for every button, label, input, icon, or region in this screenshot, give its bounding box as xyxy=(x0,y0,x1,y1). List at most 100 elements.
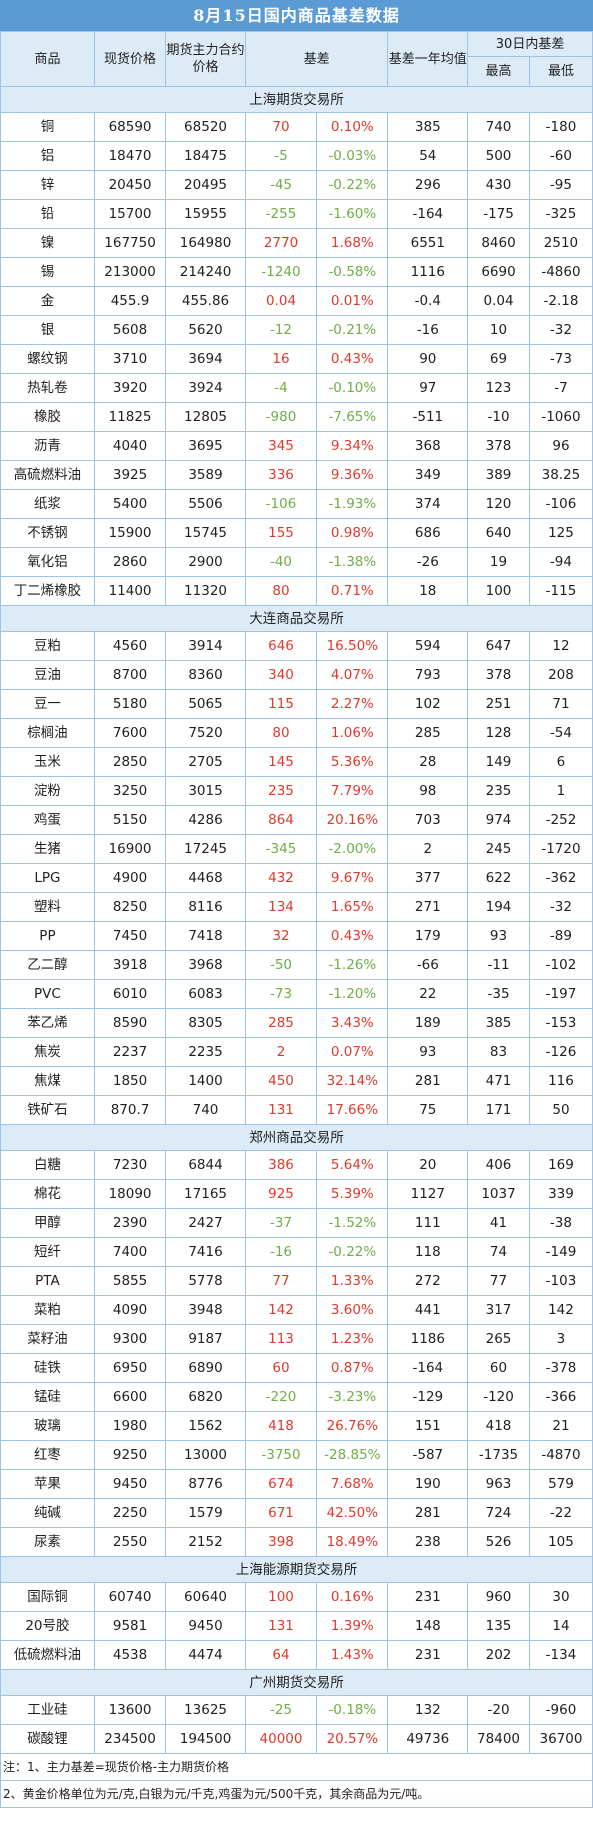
table-row: 铜 68590 68520 70 0.10% 385 740 -180 xyxy=(0,112,593,142)
spot-price-cell: 4538 xyxy=(93,1640,167,1670)
product-cell: 工业硅 xyxy=(0,1695,95,1725)
low-cell: -54 xyxy=(528,718,593,748)
high-cell: 10 xyxy=(467,315,530,345)
product-cell: 银 xyxy=(0,315,95,345)
product-cell: 焦煤 xyxy=(0,1066,95,1096)
high-cell: 378 xyxy=(467,660,530,690)
year-avg-cell: 368 xyxy=(387,431,469,461)
footnotes: 注：1、主力基差=现货价格-主力期货价格 2、黄金价格单位为元/克,白银为元/千… xyxy=(0,1754,593,1808)
table-row: 焦炭 2237 2235 2 0.07% 93 83 -126 xyxy=(0,1037,593,1067)
basis-cell: 134 xyxy=(244,892,318,922)
high-cell: -175 xyxy=(467,199,530,229)
low-cell: -60 xyxy=(528,141,593,171)
table-row: 玉米 2850 2705 145 5.36% 28 149 6 xyxy=(0,747,593,777)
product-cell: 豆粕 xyxy=(0,631,95,661)
table-row: 铝 18470 18475 -5 -0.03% 54 500 -60 xyxy=(0,141,593,171)
product-cell: 锰硅 xyxy=(0,1382,95,1412)
futures-price-cell: 2900 xyxy=(165,547,246,577)
low-cell: 169 xyxy=(528,1150,593,1180)
spot-price-cell: 7600 xyxy=(93,718,167,748)
futures-price-cell: 5065 xyxy=(165,689,246,719)
basis-rate-cell: -28.85% xyxy=(316,1440,389,1470)
low-cell: -362 xyxy=(528,863,593,893)
basis-rate-cell: 42.50% xyxy=(316,1498,389,1528)
low-cell: -95 xyxy=(528,170,593,200)
basis-rate-cell: -0.10% xyxy=(316,373,389,403)
year-avg-cell: 296 xyxy=(387,170,469,200)
spot-price-cell: 2237 xyxy=(93,1037,167,1067)
table-row: 淀粉 3250 3015 235 7.79% 98 235 1 xyxy=(0,776,593,806)
year-avg-cell: 374 xyxy=(387,489,469,519)
spot-price-cell: 5400 xyxy=(93,489,167,519)
table-row: 塑料 8250 8116 134 1.65% 271 194 -32 xyxy=(0,892,593,922)
table-row: 低硫燃料油 4538 4474 64 1.43% 231 202 -134 xyxy=(0,1640,593,1670)
futures-price-cell: 18475 xyxy=(165,141,246,171)
col-basis: 基差 xyxy=(244,31,389,87)
product-cell: 苯乙烯 xyxy=(0,1008,95,1038)
product-cell: 玻璃 xyxy=(0,1411,95,1441)
low-cell: -378 xyxy=(528,1353,593,1383)
table-row: 银 5608 5620 -12 -0.21% -16 10 -32 xyxy=(0,315,593,345)
low-cell: -197 xyxy=(528,979,593,1009)
table-row: 20号胶 9581 9450 131 1.39% 148 135 14 xyxy=(0,1611,593,1641)
table-row: 金 455.9 455.86 0.04 0.01% -0.4 0.04 -2.18 xyxy=(0,286,593,316)
futures-price-cell: 6890 xyxy=(165,1353,246,1383)
year-avg-cell: 281 xyxy=(387,1066,469,1096)
year-avg-cell: 20 xyxy=(387,1150,469,1180)
table-row: 橡胶 11825 12805 -980 -7.65% -511 -10 -1060 xyxy=(0,402,593,432)
basis-cell: 674 xyxy=(244,1469,318,1499)
product-cell: 甲醇 xyxy=(0,1208,95,1238)
basis-rate-cell: -0.22% xyxy=(316,170,389,200)
year-avg-cell: -164 xyxy=(387,1353,469,1383)
basis-rate-cell: 9.67% xyxy=(316,863,389,893)
basis-rate-cell: 1.65% xyxy=(316,892,389,922)
spot-price-cell: 18090 xyxy=(93,1179,167,1209)
year-avg-cell: 111 xyxy=(387,1208,469,1238)
basis-cell: 925 xyxy=(244,1179,318,1209)
spot-price-cell: 15900 xyxy=(93,518,167,548)
basis-cell: 32 xyxy=(244,921,318,951)
spot-price-cell: 4900 xyxy=(93,863,167,893)
basis-rate-cell: 5.39% xyxy=(316,1179,389,1209)
table-row: 豆一 5180 5065 115 2.27% 102 251 71 xyxy=(0,689,593,719)
spot-price-cell: 11400 xyxy=(93,576,167,606)
high-cell: 471 xyxy=(467,1066,530,1096)
high-cell: 385 xyxy=(467,1008,530,1038)
product-cell: 高硫燃料油 xyxy=(0,460,95,490)
basis-cell: 345 xyxy=(244,431,318,461)
basis-rate-cell: 0.10% xyxy=(316,112,389,142)
year-avg-cell: 132 xyxy=(387,1695,469,1725)
table-row: 菜粕 4090 3948 142 3.60% 441 317 142 xyxy=(0,1295,593,1325)
basis-rate-cell: -1.38% xyxy=(316,547,389,577)
basis-rate-cell: -1.93% xyxy=(316,489,389,519)
table-row: 苹果 9450 8776 674 7.68% 190 963 579 xyxy=(0,1469,593,1499)
product-cell: 焦炭 xyxy=(0,1037,95,1067)
spot-price-cell: 15700 xyxy=(93,199,167,229)
product-cell: 热轧卷 xyxy=(0,373,95,403)
year-avg-cell: -0.4 xyxy=(387,286,469,316)
year-avg-cell: -66 xyxy=(387,950,469,980)
table-row: 工业硅 13600 13625 -25 -0.18% 132 -20 -960 xyxy=(0,1695,593,1725)
spot-price-cell: 213000 xyxy=(93,257,167,287)
low-cell: -2.18 xyxy=(528,286,593,316)
low-cell: -32 xyxy=(528,315,593,345)
low-cell: 96 xyxy=(528,431,593,461)
product-cell: 硅铁 xyxy=(0,1353,95,1383)
basis-cell: 386 xyxy=(244,1150,318,1180)
basis-rate-cell: 5.36% xyxy=(316,747,389,777)
year-avg-cell: 22 xyxy=(387,979,469,1009)
year-avg-cell: 93 xyxy=(387,1037,469,1067)
table-row: 鸡蛋 5150 4286 864 20.16% 703 974 -252 xyxy=(0,805,593,835)
futures-price-cell: 6820 xyxy=(165,1382,246,1412)
futures-price-cell: 15955 xyxy=(165,199,246,229)
product-cell: 淀粉 xyxy=(0,776,95,806)
basis-cell: 155 xyxy=(244,518,318,548)
table-row: 铅 15700 15955 -255 -1.60% -164 -175 -325 xyxy=(0,199,593,229)
product-cell: 玉米 xyxy=(0,747,95,777)
spot-price-cell: 7450 xyxy=(93,921,167,951)
product-cell: 丁二烯橡胶 xyxy=(0,576,95,606)
spot-price-cell: 18470 xyxy=(93,141,167,171)
futures-price-cell: 455.86 xyxy=(165,286,246,316)
high-cell: 83 xyxy=(467,1037,530,1067)
table-row: PP 7450 7418 32 0.43% 179 93 -89 xyxy=(0,921,593,951)
